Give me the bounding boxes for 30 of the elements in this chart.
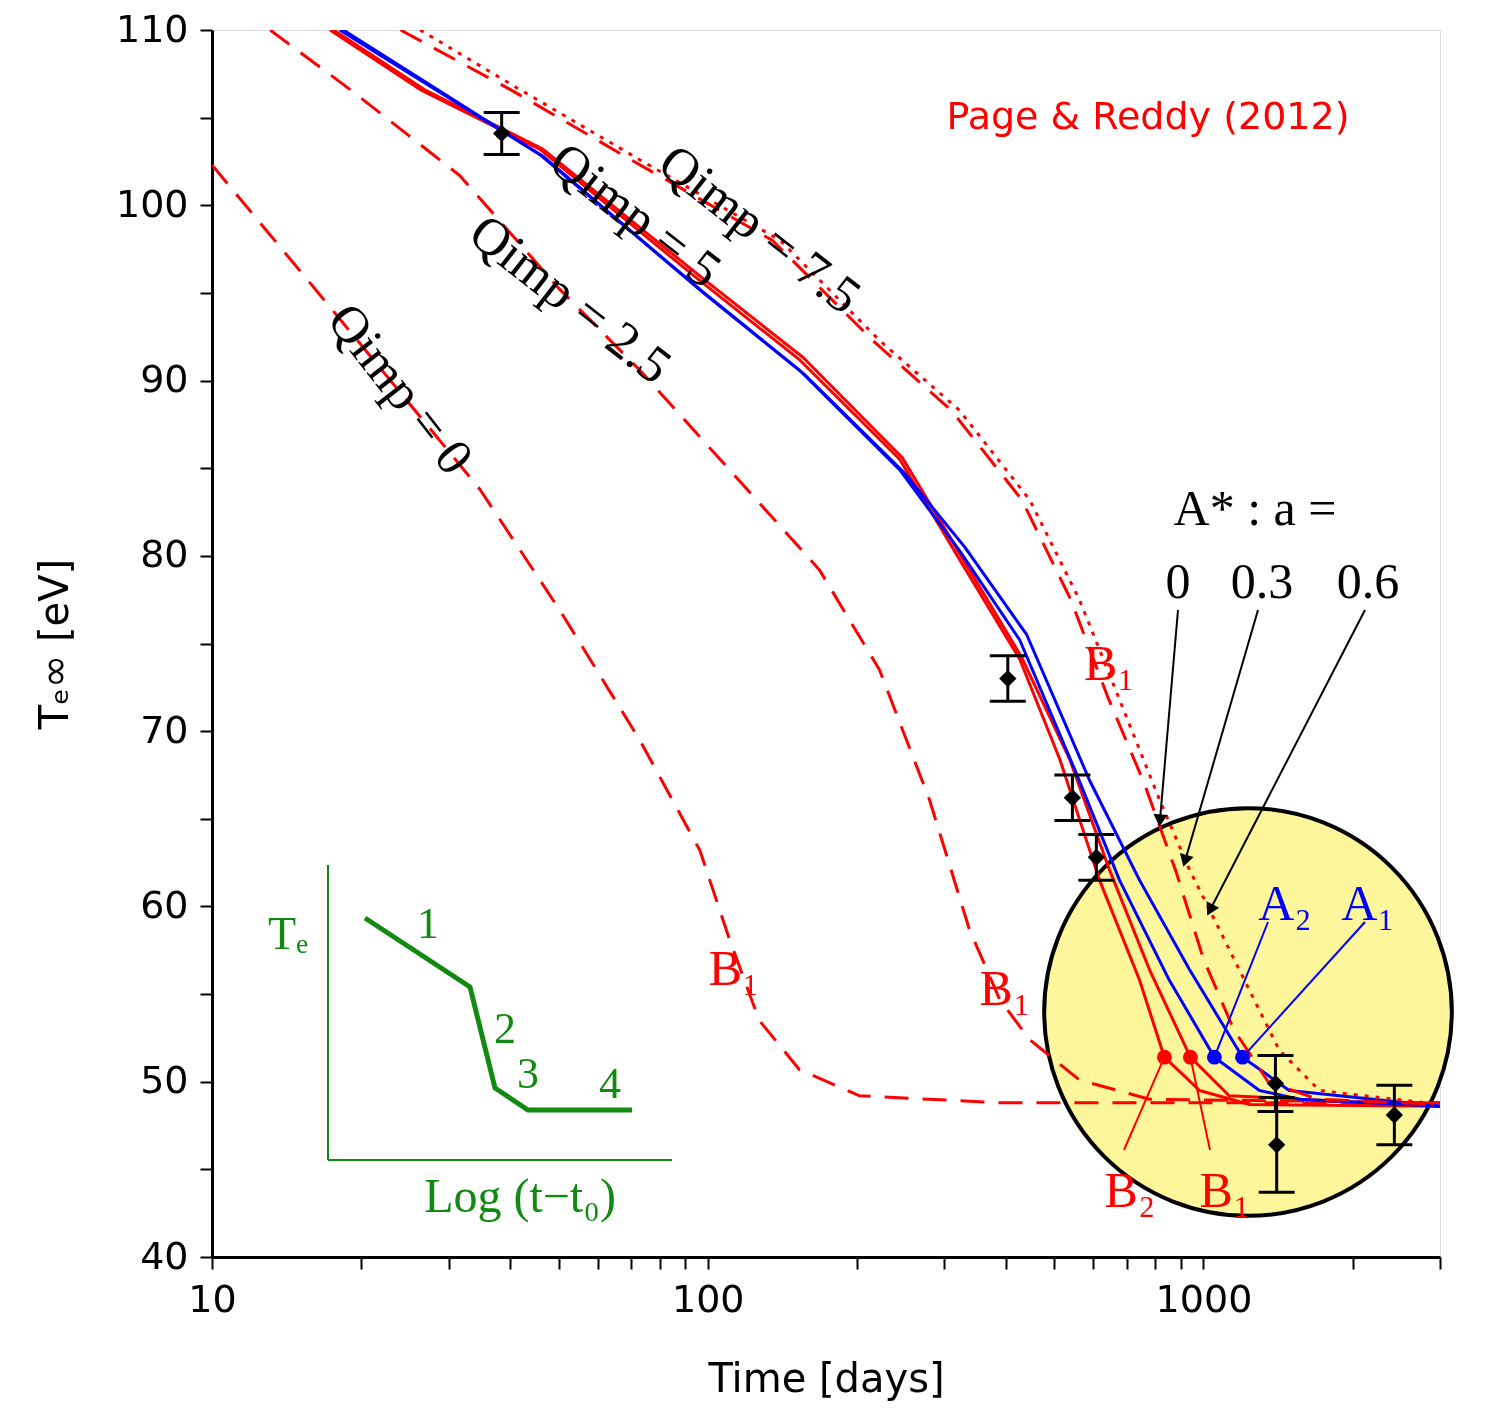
annotation: B₁ xyxy=(708,939,760,996)
annotation: Log (t−t₀) xyxy=(424,1169,616,1223)
y-axis-title: Tₑ∞ [eV] xyxy=(30,558,77,731)
annotation: 3 xyxy=(517,1049,539,1098)
y-tick-label: 40 xyxy=(140,1233,189,1278)
y-tick-label: 110 xyxy=(115,6,189,51)
annotation: B₁ xyxy=(1199,1162,1251,1218)
annotation: A* : a = xyxy=(1173,480,1337,536)
annotation: Tₑ xyxy=(268,908,309,959)
annotation: A₂ xyxy=(1258,875,1312,931)
y-tick-label: 90 xyxy=(140,357,189,402)
annotation: 4 xyxy=(599,1059,621,1108)
annotation: 0.6 xyxy=(1336,553,1400,609)
y-tick-label: 100 xyxy=(115,181,189,226)
y-tick-label: 70 xyxy=(140,707,189,752)
annotation: Page & Reddy (2012) xyxy=(946,94,1350,138)
x-tick-label: 10 xyxy=(188,1276,237,1321)
x-axis-title: Time [days] xyxy=(707,1354,945,1401)
annotation: B₁ xyxy=(979,960,1031,1016)
annotation: 0.3 xyxy=(1230,553,1294,609)
y-tick-label: 80 xyxy=(140,532,189,577)
annotation: A₁ xyxy=(1341,875,1395,931)
x-tick-label: 1000 xyxy=(1155,1276,1253,1321)
x-tick-label: 100 xyxy=(671,1276,745,1321)
y-tick-label: 60 xyxy=(140,882,189,927)
annotation: B₂ xyxy=(1104,1162,1156,1218)
y-tick-label: 50 xyxy=(140,1058,189,1103)
annotation: 1 xyxy=(417,899,439,948)
annotation: 0 xyxy=(1165,553,1191,609)
annotation: 2 xyxy=(494,1004,516,1053)
